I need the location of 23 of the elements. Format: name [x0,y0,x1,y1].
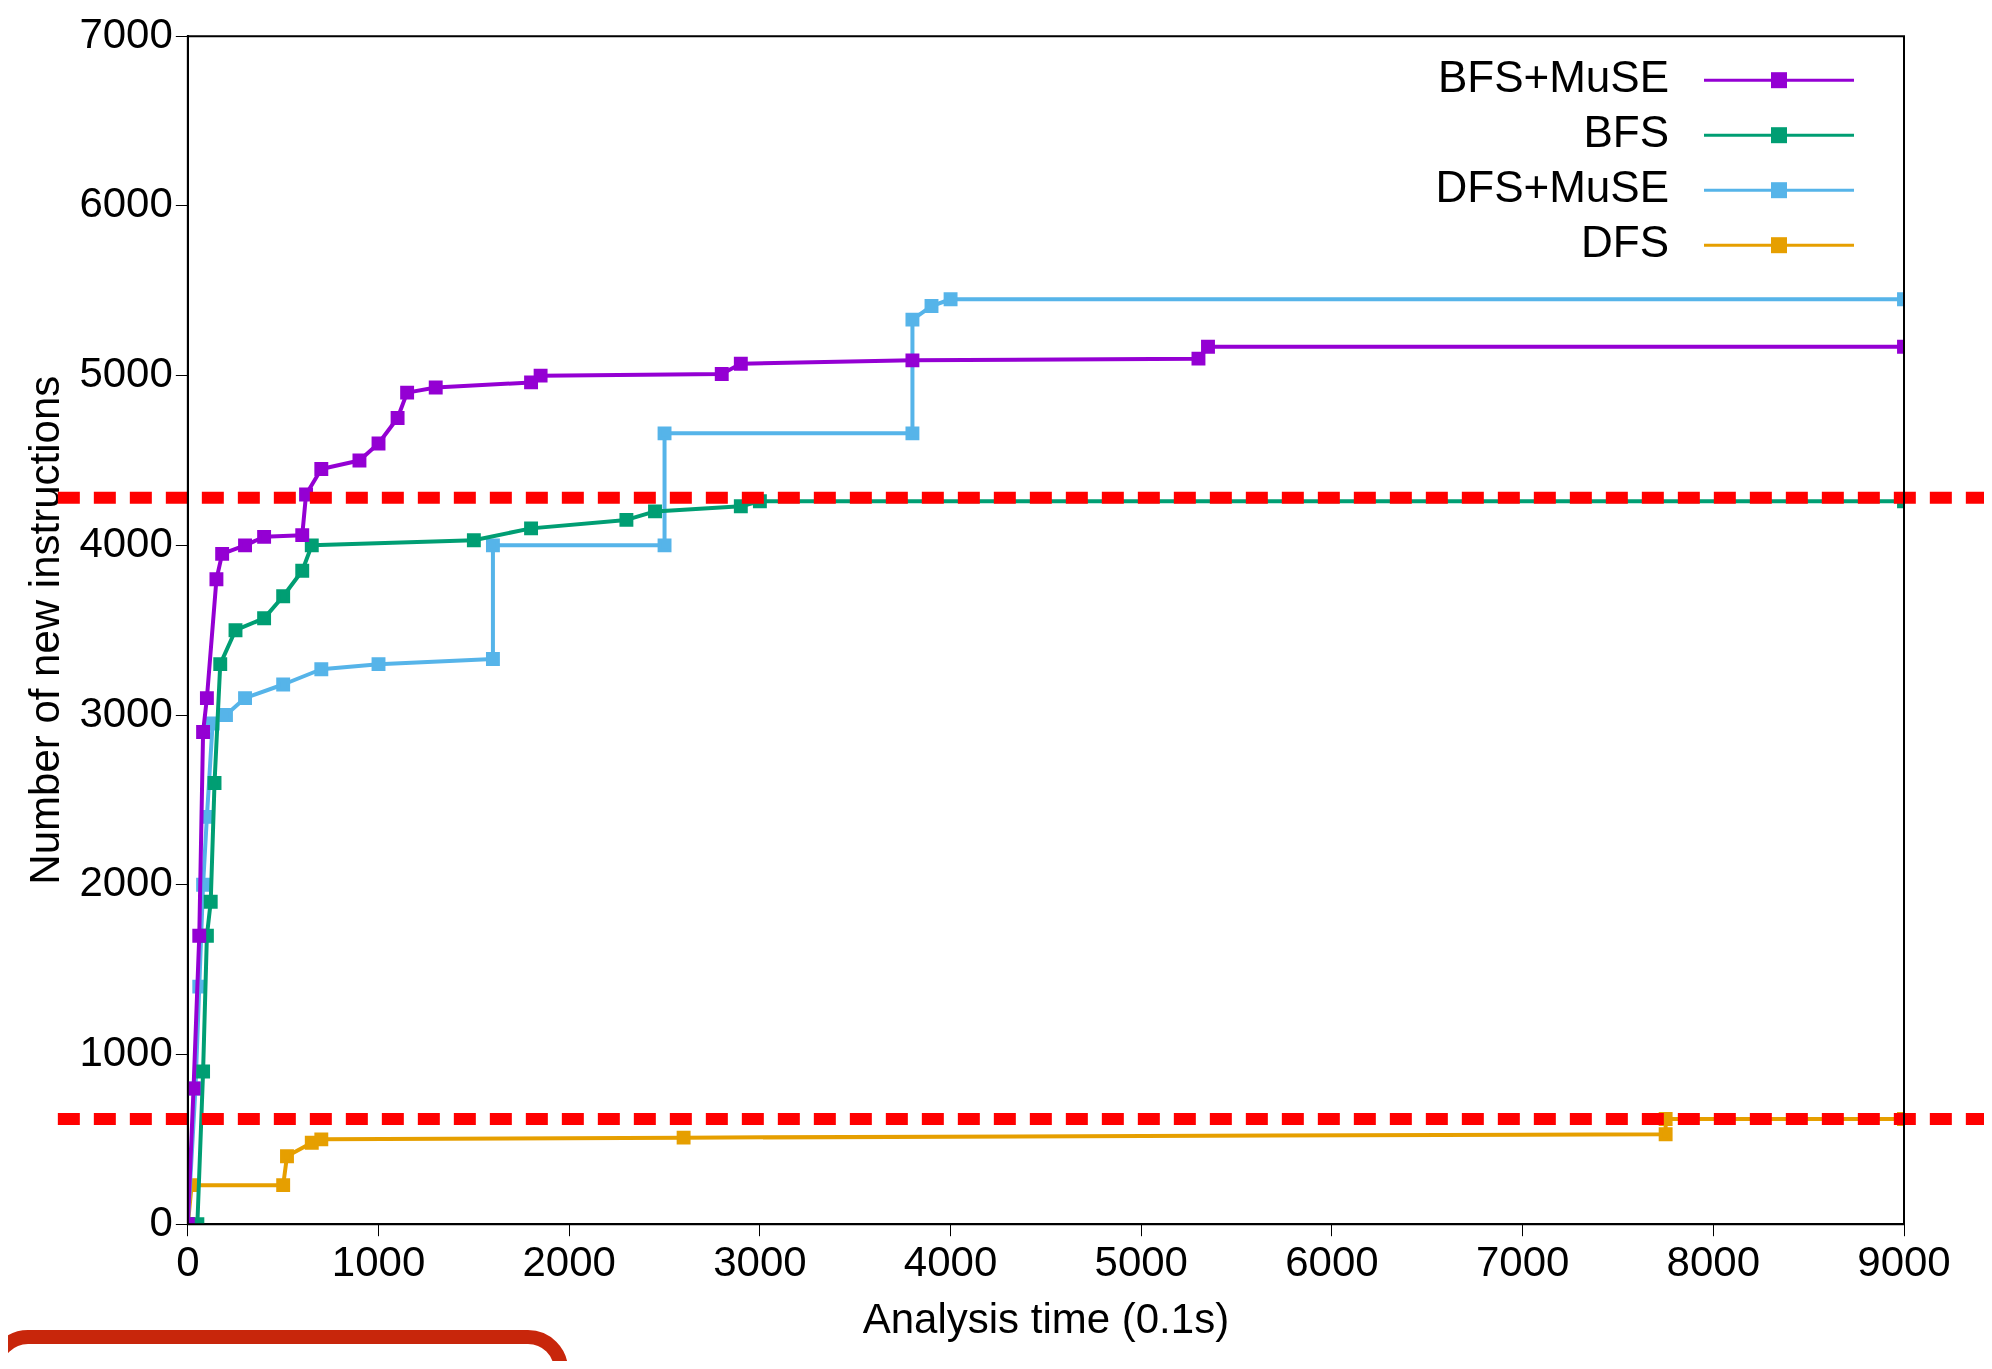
y-tick-label: 1000 [79,1028,173,1076]
x-axis-title: Analysis time (0.1s) [862,1295,1230,1343]
x-tick-label: 2000 [522,1237,616,1285]
legend-label: DFS [1581,217,1669,267]
legend-label: BFS+MuSE [1437,52,1669,102]
x-tick-label: 8000 [1666,1237,1761,1285]
x-tick-label: 3000 [713,1237,807,1285]
x-tick-label: 7000 [1475,1237,1570,1285]
legend-label: DFS+MuSE [1435,162,1669,212]
x-tick-label: 9000 [1857,1237,1951,1285]
x-tick-label: 4000 [903,1237,998,1285]
y-tick-label: 2000 [79,858,173,906]
legend-label: BFS [1583,107,1669,157]
x-tick-label: 5000 [1094,1237,1188,1285]
y-tick-label: 7000 [79,9,173,57]
x-tick-label: 6000 [1285,1237,1379,1285]
y-axis-title: Number of new instructions [20,375,68,885]
y-tick-label: 5000 [79,349,173,397]
y-tick-label: 4000 [79,518,173,566]
y-tick-label: 6000 [79,179,173,227]
y-tick-label: 3000 [79,688,173,736]
y-tick-label: 0 [149,1197,173,1245]
x-tick-label: 1000 [331,1237,426,1285]
